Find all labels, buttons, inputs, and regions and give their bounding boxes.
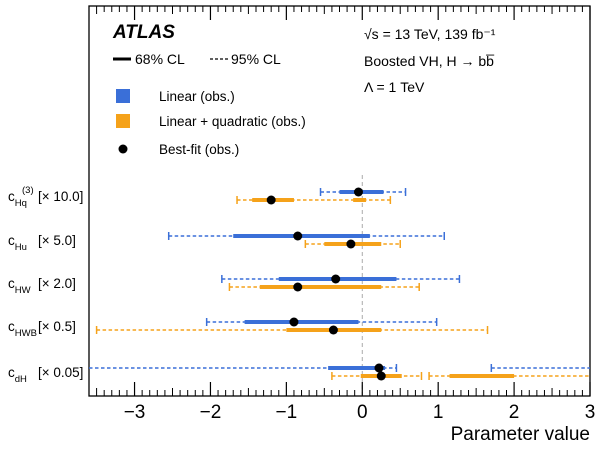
best-fit-point-linear [289,317,299,327]
legend-label: Linear + quadratic (obs.) [159,114,306,129]
x-tick-label: 2 [509,402,520,423]
analysis-label: Boosted VH, H → bb̅ [364,53,495,69]
best-fit-point-linear [353,187,363,197]
y-param-scale: [× 2.0] [38,276,76,291]
best-fit-point-quadratic [266,195,276,205]
x-tick-label: −1 [276,402,298,423]
x-tick-label: −2 [200,402,222,423]
best-fit-point-quadratic [293,282,303,292]
legend-marker [118,144,128,154]
y-param-label: cHq(3) [8,185,34,209]
best-fit-point-quadratic [376,371,386,381]
legend-swatch [116,89,130,103]
cl68-legend-label: 68% CL [135,51,185,67]
y-axis-labels: cHq(3) [× 10.0]cHu [× 5.0]cHW [× 2.0]cHWB [×… [8,185,83,385]
legend-label: Best-fit (obs.) [159,142,239,157]
x-tick-label: −3 [124,402,146,423]
legend-swatch [116,114,130,128]
cl95-legend-label: 95% CL [231,51,281,67]
lambda-label: Λ = 1 TeV [364,79,425,95]
y-param-label: cHu [8,233,27,253]
legend-label: Linear (obs.) [159,89,235,104]
x-tick-label: 1 [433,402,444,423]
y-param-scale: [× 10.0] [38,189,83,204]
energy-lumi-label: √s = 13 TeV, 139 fb⁻¹ [364,26,496,42]
best-fit-point-linear [374,363,384,373]
y-param-label: cdH [8,365,27,385]
x-axis-label: Parameter value [451,424,590,445]
x-tick-label: 3 [585,402,596,423]
atlas-label: ATLAS [112,22,175,43]
legend: Linear (obs.) Linear + quadratic (obs.) Be… [116,89,306,157]
y-param-label: cHWB [8,319,37,339]
best-fit-point-linear [293,231,303,241]
x-tick-label: 0 [357,402,368,423]
x-axis: −3 −2 −1 0 1 2 3 [96,6,596,423]
data-layer [89,187,590,381]
best-fit-point-quadratic [328,325,338,335]
y-param-scale: [× 0.5] [38,319,76,334]
best-fit-point-linear [331,274,341,284]
y-param-scale: [× 0.05] [38,365,83,380]
best-fit-point-quadratic [346,239,356,249]
y-param-scale: [× 5.0] [38,233,76,248]
y-param-label: cHW [8,276,31,296]
